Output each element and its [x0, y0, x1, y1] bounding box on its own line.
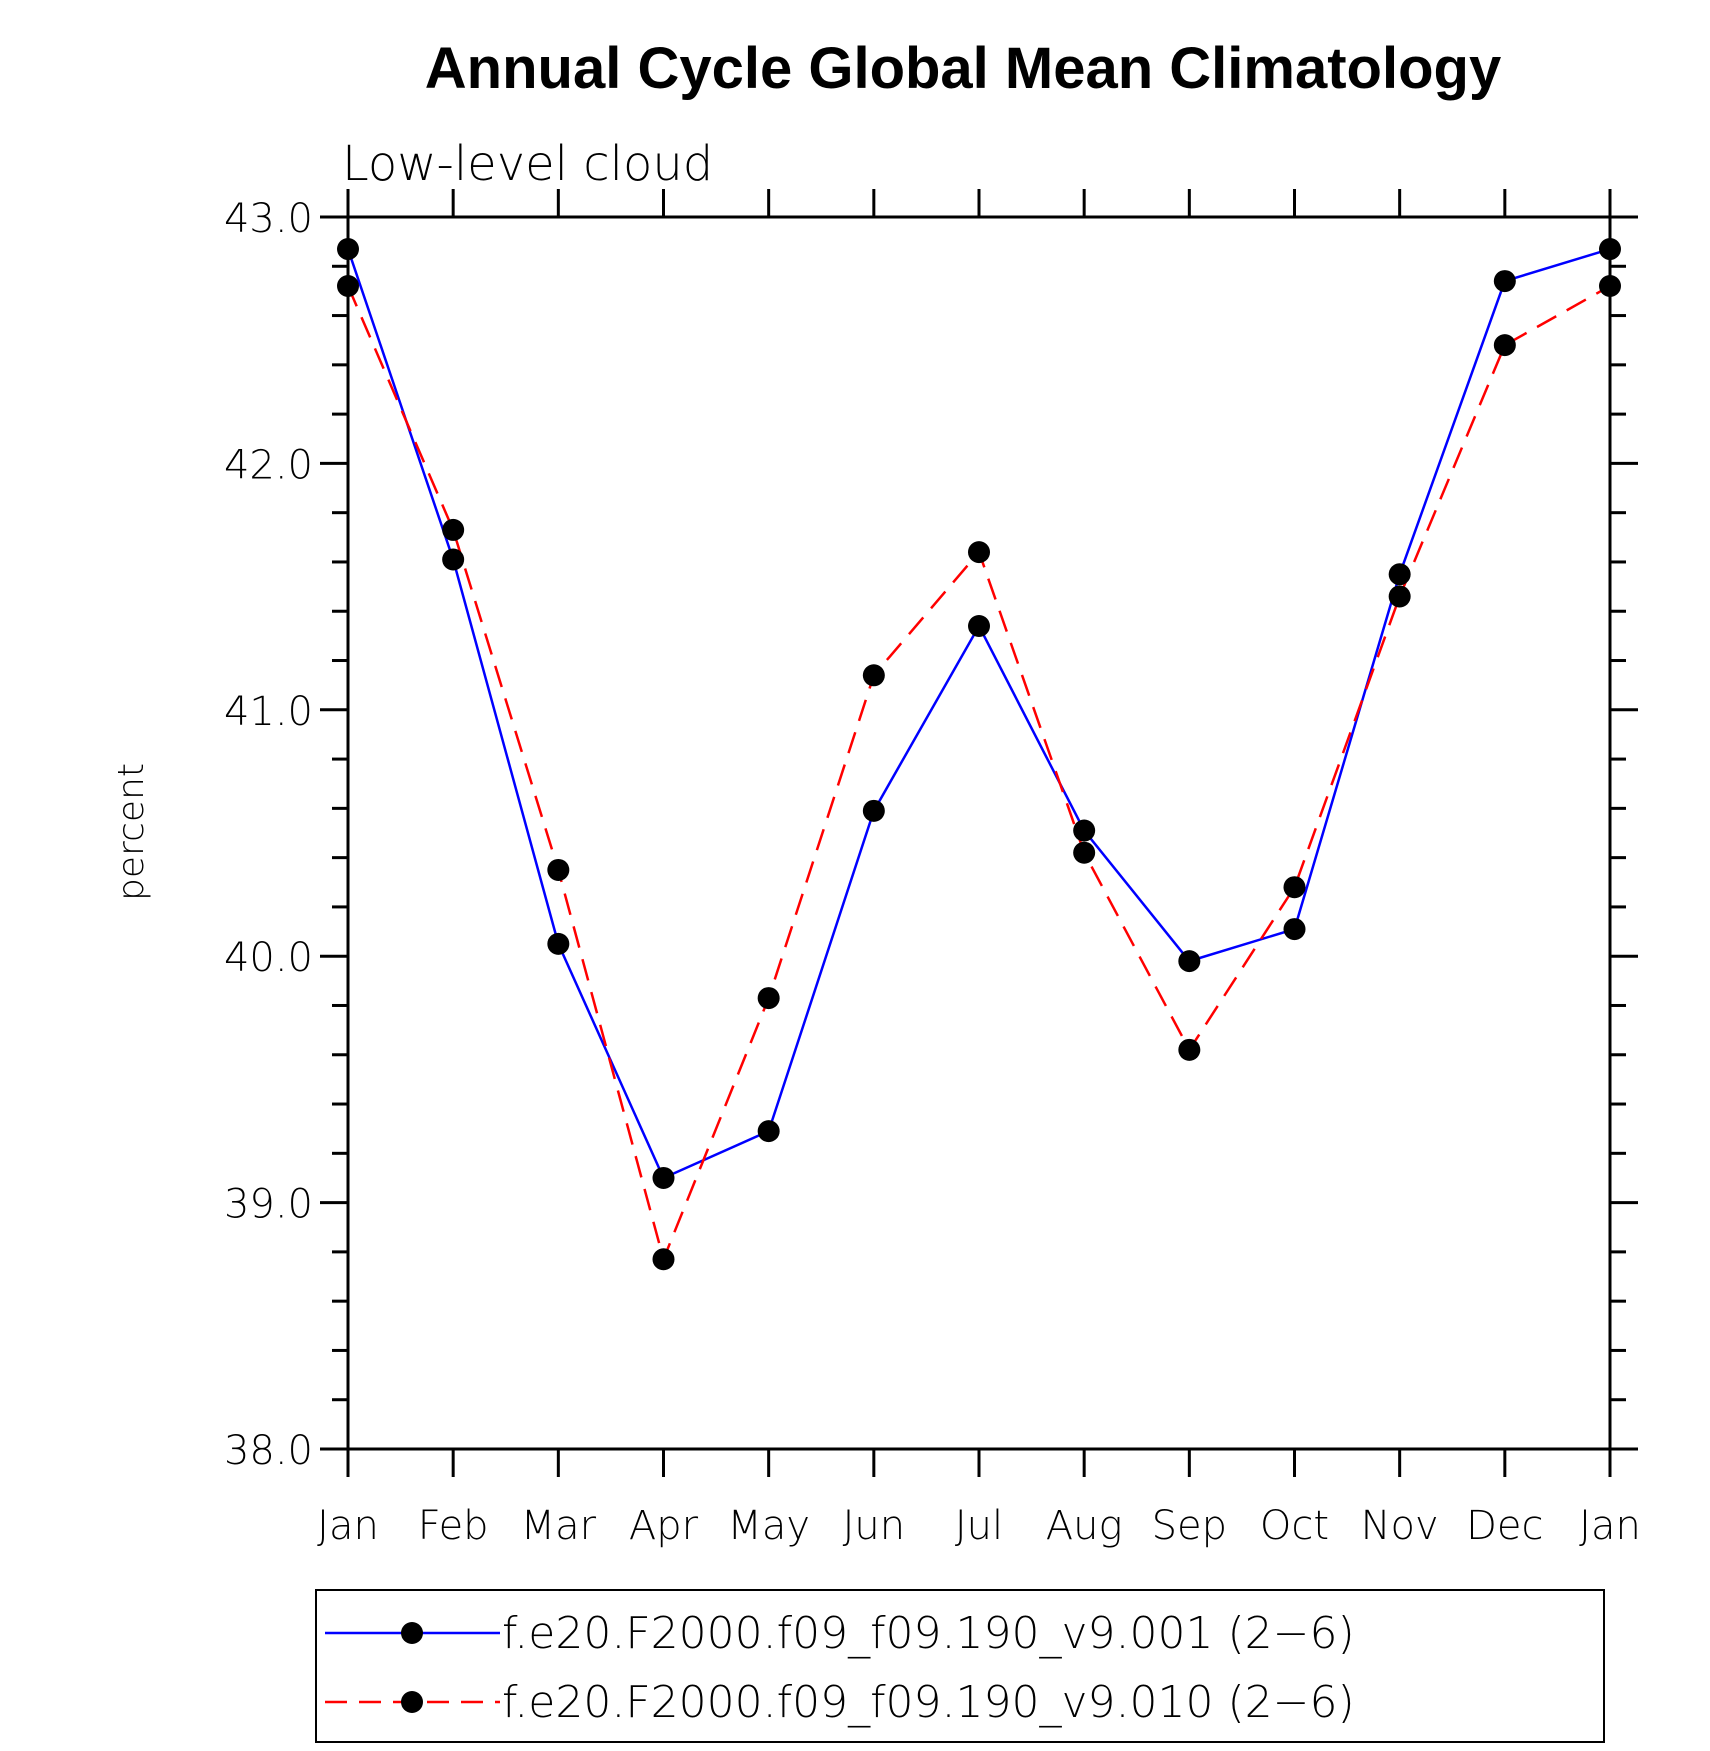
plot-frame	[346, 215, 1612, 1451]
y-tick-label: 39.0	[224, 1182, 313, 1228]
y-tick-label: 38.0	[224, 1428, 313, 1474]
data-point-series-1	[1073, 819, 1096, 842]
data-point-series-2	[1599, 274, 1621, 297]
legend: f.e20.F2000.f09_f09.190_v9.001 (2−6) f.e…	[315, 1589, 1605, 1743]
data-point-series-2	[442, 518, 465, 541]
y-axis-label: percent	[111, 763, 152, 901]
x-tick-label: Sep	[1152, 1503, 1227, 1549]
legend-box	[315, 1589, 1605, 1743]
data-point-series-2	[1388, 585, 1411, 608]
data-point-series-1	[862, 799, 885, 822]
x-tick-label: Apr	[629, 1503, 699, 1549]
y-tick-label: 42.0	[224, 442, 313, 488]
data-point-series-2	[1073, 841, 1096, 864]
legend-marker-series-1	[401, 1622, 423, 1644]
legend-label-series-1: f.e20.F2000.f09_f09.190_v9.001 (2−6)	[502, 1608, 1355, 1659]
data-point-series-2	[1178, 1038, 1201, 1061]
data-point-series-2	[547, 858, 570, 881]
axis-tick-labels: Jan Feb Mar Apr May Jun Jul Aug Sep Oct Nov Dec Jan3…	[224, 196, 1641, 1549]
chart-title: Annual Cycle Global Mean Climatology	[425, 36, 1501, 101]
legend-label-series-2: f.e20.F2000.f09_f09.190_v9.010 (2−6)	[502, 1677, 1355, 1728]
x-tick-label: Aug	[1046, 1503, 1123, 1549]
data-point-series-1	[652, 1166, 675, 1189]
data-point-series-1	[1283, 918, 1306, 941]
data-point-series-2	[862, 664, 885, 687]
data-point-series-2	[757, 987, 780, 1010]
data-point-series-1	[1178, 950, 1201, 973]
y-tick-label: 40.0	[224, 935, 313, 981]
x-tick-label: Jul	[955, 1503, 1003, 1549]
data-point-series-1	[547, 932, 570, 955]
series-line-1	[346, 247, 1611, 1180]
data-point-series-2	[968, 541, 990, 564]
x-tick-label: Jan	[1579, 1503, 1641, 1549]
x-tick-label: Dec	[1466, 1503, 1543, 1549]
data-point-series-1	[757, 1120, 780, 1143]
x-tick-label: Jan	[317, 1503, 379, 1549]
x-tick-label: Feb	[418, 1503, 489, 1549]
series-line-2	[346, 284, 1611, 1264]
x-tick-label: Oct	[1260, 1503, 1329, 1549]
axis-ticks	[320, 189, 1638, 1477]
chart-subtitle: Low-level cloud	[342, 136, 713, 192]
x-tick-label: Nov	[1361, 1503, 1439, 1549]
legend-marker-series-2	[401, 1691, 423, 1713]
data-point-series-1	[968, 615, 990, 638]
series-layer	[337, 238, 1621, 1271]
data-point-series-2	[1493, 334, 1516, 357]
data-point-series-1	[1388, 563, 1411, 586]
data-point-series-1	[1599, 238, 1621, 261]
x-tick-label: May	[727, 1503, 810, 1549]
data-point-series-2	[1283, 876, 1306, 899]
y-tick-label: 41.0	[224, 689, 313, 735]
y-tick-label: 43.0	[224, 196, 313, 242]
data-point-series-1	[1493, 270, 1516, 293]
data-point-series-2	[337, 274, 359, 297]
x-tick-label: Jun	[843, 1503, 906, 1549]
x-tick-label: Mar	[521, 1503, 597, 1549]
data-point-series-1	[337, 238, 359, 261]
data-point-series-1	[442, 548, 465, 571]
data-point-series-2	[652, 1248, 675, 1271]
